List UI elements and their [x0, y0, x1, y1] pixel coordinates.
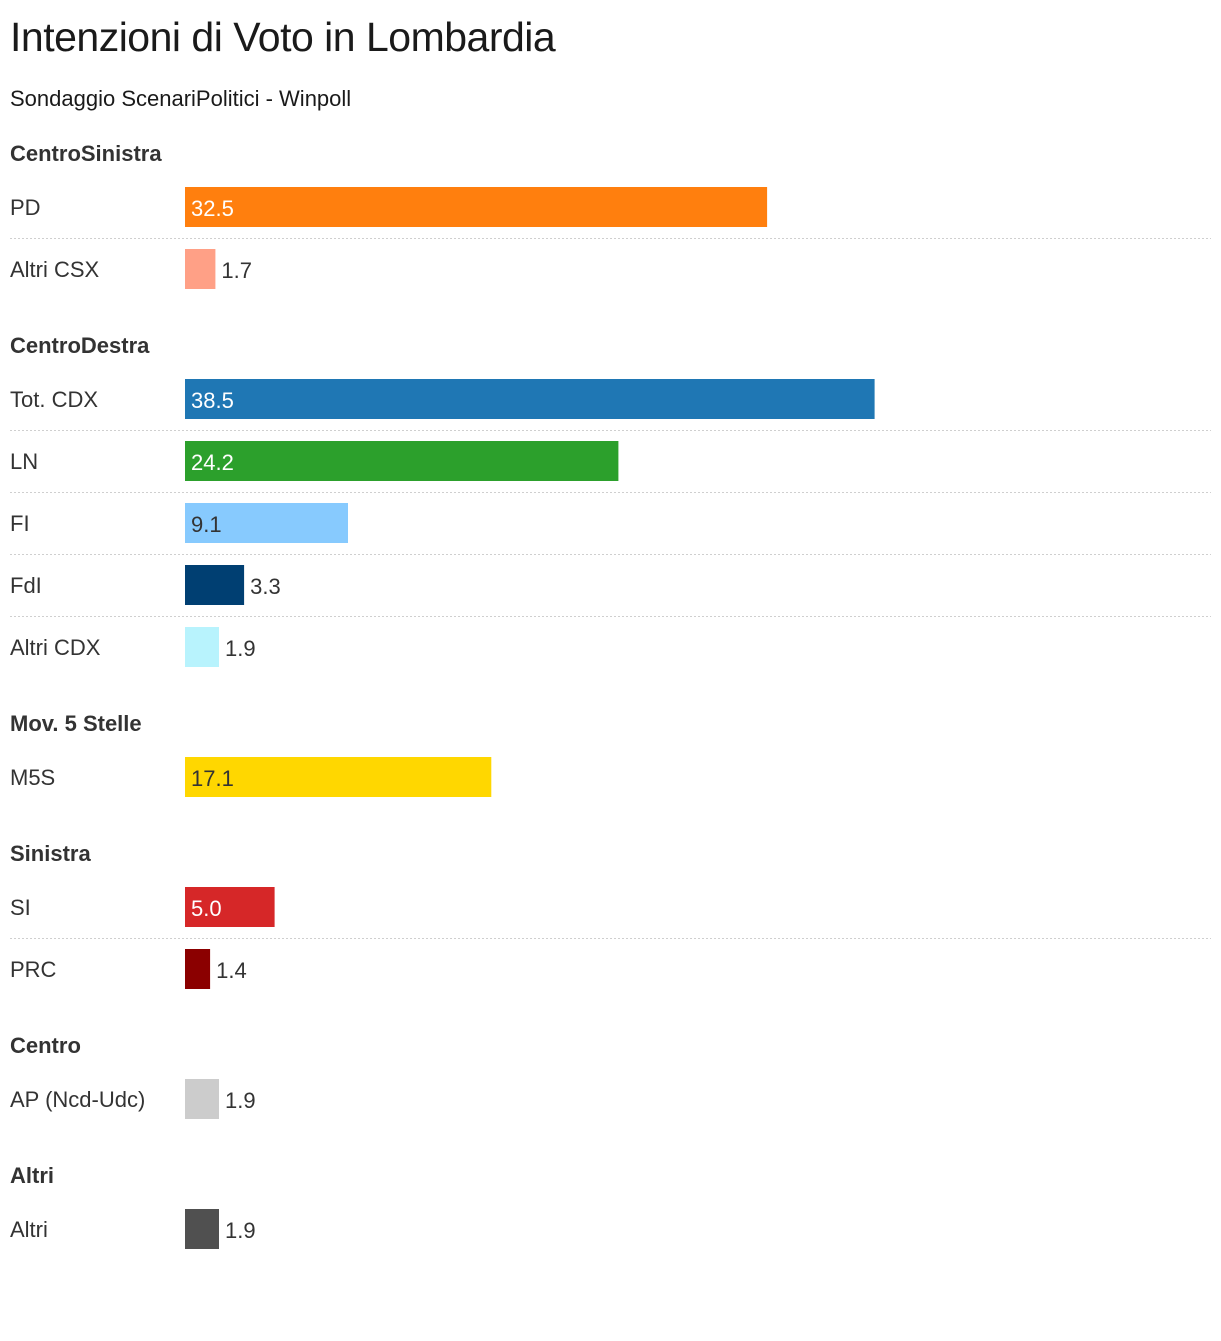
group-header-centro: Centro	[10, 1033, 81, 1058]
category-label-altri-cdx: Altri CDX	[10, 635, 101, 660]
bar-altri-cdx	[185, 627, 219, 667]
bar-si	[185, 887, 275, 927]
category-label-altri: Altri	[10, 1217, 48, 1242]
value-label-si: 5.0	[191, 896, 222, 921]
bar-tot-cdx	[185, 379, 875, 419]
category-label-ap-ncd-udc: AP (Ncd-Udc)	[10, 1087, 145, 1112]
chart-subtitle: Sondaggio ScenariPolitici - Winpoll	[10, 86, 352, 111]
value-label-pd: 32.5	[191, 196, 234, 221]
value-label-fdi: 3.3	[250, 574, 281, 599]
value-label-prc: 1.4	[216, 958, 247, 983]
bar-altri	[185, 1209, 219, 1249]
category-label-tot-cdx: Tot. CDX	[10, 387, 98, 412]
value-label-ap-ncd-udc: 1.9	[225, 1088, 256, 1113]
category-label-si: SI	[10, 895, 31, 920]
bar-prc	[185, 949, 211, 989]
bar-fi	[185, 503, 348, 543]
category-label-m5s: M5S	[10, 765, 55, 790]
group-header-centrodestra: CentroDestra	[10, 333, 150, 358]
value-label-fi: 9.1	[191, 512, 222, 537]
chart-title: Intenzioni di Voto in Lombardia	[10, 14, 556, 60]
value-label-tot-cdx: 38.5	[191, 388, 234, 413]
group-header-mov-5-stelle: Mov. 5 Stelle	[10, 711, 142, 736]
category-label-fdi: FdI	[10, 573, 42, 598]
group-header-centrosinistra: CentroSinistra	[10, 141, 162, 166]
value-label-altri-cdx: 1.9	[225, 636, 256, 661]
bar-fdi	[185, 565, 245, 605]
bar-ln	[185, 441, 619, 481]
category-label-pd: PD	[10, 195, 41, 220]
value-label-ln: 24.2	[191, 450, 234, 475]
bar-altri-csx	[185, 249, 216, 289]
category-label-fi: FI	[10, 511, 30, 536]
group-header-sinistra: Sinistra	[10, 841, 91, 866]
group-header-altri: Altri	[10, 1163, 54, 1188]
value-label-altri-csx: 1.7	[221, 258, 252, 283]
bar-pd	[185, 187, 768, 227]
category-label-prc: PRC	[10, 957, 57, 982]
value-label-altri: 1.9	[225, 1218, 256, 1243]
bar-m5s	[185, 757, 492, 797]
category-label-altri-csx: Altri CSX	[10, 257, 100, 282]
category-label-ln: LN	[10, 449, 38, 474]
value-label-m5s: 17.1	[191, 766, 234, 791]
bar-ap-ncd-udc	[185, 1079, 219, 1119]
